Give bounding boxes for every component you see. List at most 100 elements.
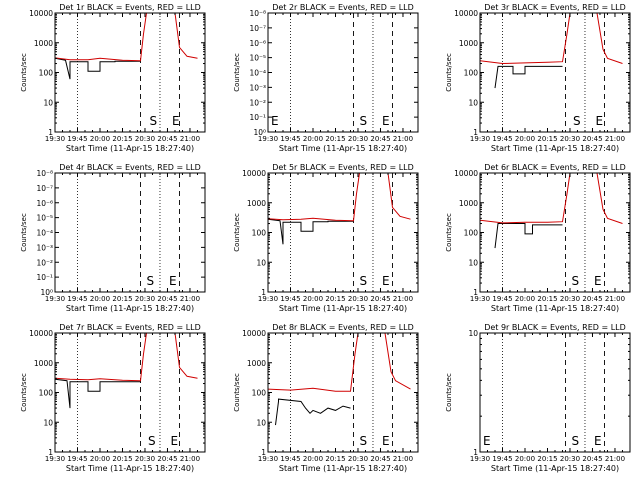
x-tick-label: 20:30 (348, 295, 368, 303)
lld-series (268, 333, 411, 392)
y-tick-label: 10⁻⁴ (249, 69, 266, 78)
events-series (275, 398, 351, 426)
y-tick-label: 1 (261, 288, 266, 297)
events-series (494, 65, 563, 89)
y-axis-label: Counts/sec (445, 373, 453, 412)
y-tick-label: 1000 (459, 199, 478, 208)
y-tick-label: 1000 (34, 39, 53, 48)
x-tick-label: 19:30 (258, 135, 278, 143)
panel-det-8: Det 8r BLACK = Events, RED = LLD S E 1 10 100… (233, 323, 419, 473)
plot-area (480, 13, 623, 132)
events-series (268, 218, 354, 245)
y-tick-label: 1000 (459, 39, 478, 48)
x-tick-label: 19:30 (45, 295, 65, 303)
y-tick-label: 10⁻⁵ (36, 214, 53, 223)
y-axis-label: Counts/sec (20, 53, 28, 92)
x-tick-label: 20:00 (90, 295, 110, 303)
y-tick-label: 10 (43, 98, 53, 107)
y-tick-label: 10000 (242, 329, 266, 338)
y-tick-label: 10⁻⁴ (36, 229, 53, 238)
x-axis-label: Start Time (11-Apr-15 18:27:40) (66, 464, 194, 473)
x-tick-label: 21:00 (393, 295, 413, 303)
y-tick-label: 10 (43, 418, 53, 427)
plot-frame (54, 12, 206, 133)
y-tick-label: 10⁻¹ (36, 273, 53, 282)
x-tick-label: 20:45 (370, 135, 390, 143)
y-tick-label: 10⁰ (40, 288, 53, 297)
y-tick-label: 10⁻² (249, 98, 266, 107)
plot-area (268, 333, 411, 452)
x-tick-label: 20:45 (582, 295, 602, 303)
x-tick-label: 21:00 (605, 135, 625, 143)
x-tick-label: 20:00 (515, 455, 535, 463)
x-tick-label: 19:45 (67, 455, 87, 463)
x-tick-label: 20:15 (325, 455, 345, 463)
y-tick-label: 100 (39, 389, 54, 398)
plot-area (55, 13, 198, 132)
marker-label-s: S (149, 114, 157, 128)
x-tick-label: 20:00 (303, 135, 323, 143)
y-tick-label: 10 (256, 418, 266, 427)
marker-label-e: E (382, 114, 390, 128)
panel-title: Det 6r BLACK = Events, RED = LLD (484, 163, 626, 172)
x-tick-label: 20:15 (537, 455, 557, 463)
y-tick-label: 10⁻⁵ (249, 54, 266, 63)
x-tick-label: 20:45 (157, 295, 177, 303)
marker-label-s: S (573, 114, 581, 128)
y-tick-label: 10⁻⁸ (249, 9, 266, 18)
y-tick-label: 10⁻⁶ (36, 199, 53, 208)
x-tick-label: 19:30 (45, 455, 65, 463)
x-tick-label: 19:45 (280, 135, 300, 143)
x-tick-label: 20:15 (325, 295, 345, 303)
x-tick-label: 19:45 (492, 135, 512, 143)
x-tick-label: 19:30 (258, 455, 278, 463)
x-tick-label: 20:00 (303, 295, 323, 303)
marker-label-s: S (359, 274, 367, 288)
y-tick-label: 10 (468, 98, 478, 107)
marker-label-s: S (146, 274, 154, 288)
x-tick-label: 19:30 (45, 135, 65, 143)
marker-label-s: S (148, 434, 156, 448)
y-tick-label: 1 (473, 128, 478, 137)
y-tick-label: 100 (464, 229, 479, 238)
x-tick-label: 20:15 (112, 455, 132, 463)
panel-det-7: Det 7r BLACK = Events, RED = LLD S E 1 10 100… (20, 323, 206, 473)
x-axis-label: Start Time (11-Apr-15 18:27:40) (279, 464, 407, 473)
plot-frame (54, 172, 206, 293)
panel-det-4: Det 4r BLACK = Events, RED = LLD S E 10⁰ 10⁻… (20, 163, 206, 313)
marker-label-e: E (382, 434, 390, 448)
y-tick-label: 10⁻⁶ (249, 39, 266, 48)
x-tick-label: 19:45 (67, 135, 87, 143)
y-axis-label: Counts/sec (233, 213, 241, 252)
marker-label-e: E (594, 274, 602, 288)
panel-det-6: Det 6r BLACK = Events, RED = LLD S E 1 10 100… (445, 163, 631, 313)
x-tick-label: 20:30 (135, 135, 155, 143)
plot-frame (479, 12, 631, 133)
y-axis-label: Counts/sec (233, 373, 241, 412)
marker-label-e: E (594, 434, 602, 448)
panel-title: Det 4r BLACK = Events, RED = LLD (59, 163, 201, 172)
y-tick-label: 10⁻⁸ (36, 169, 53, 178)
marker-label-e: E (170, 434, 178, 448)
x-tick-label: 20:30 (135, 295, 155, 303)
plot-area (480, 173, 623, 292)
y-tick-label: 1000 (247, 359, 266, 368)
x-tick-label: 19:30 (258, 295, 278, 303)
y-tick-label: 10 (468, 258, 478, 267)
plot-frame (267, 172, 419, 293)
plot-area (77, 173, 180, 292)
y-axis-label: Counts/sec (445, 213, 453, 252)
plot-frame (479, 332, 631, 453)
x-tick-label: 20:30 (348, 455, 368, 463)
x-tick-label: 20:45 (582, 135, 602, 143)
y-tick-label: 1 (473, 448, 478, 457)
y-tick-label: 100 (39, 69, 54, 78)
plot-area (502, 333, 605, 452)
x-tick-label: 20:15 (537, 135, 557, 143)
x-tick-label: 19:45 (67, 295, 87, 303)
x-tick-label: 21:00 (393, 135, 413, 143)
x-tick-label: 21:00 (180, 455, 200, 463)
x-tick-label: 20:30 (560, 135, 580, 143)
x-tick-label: 20:30 (560, 295, 580, 303)
marker-label-e: E (172, 114, 180, 128)
